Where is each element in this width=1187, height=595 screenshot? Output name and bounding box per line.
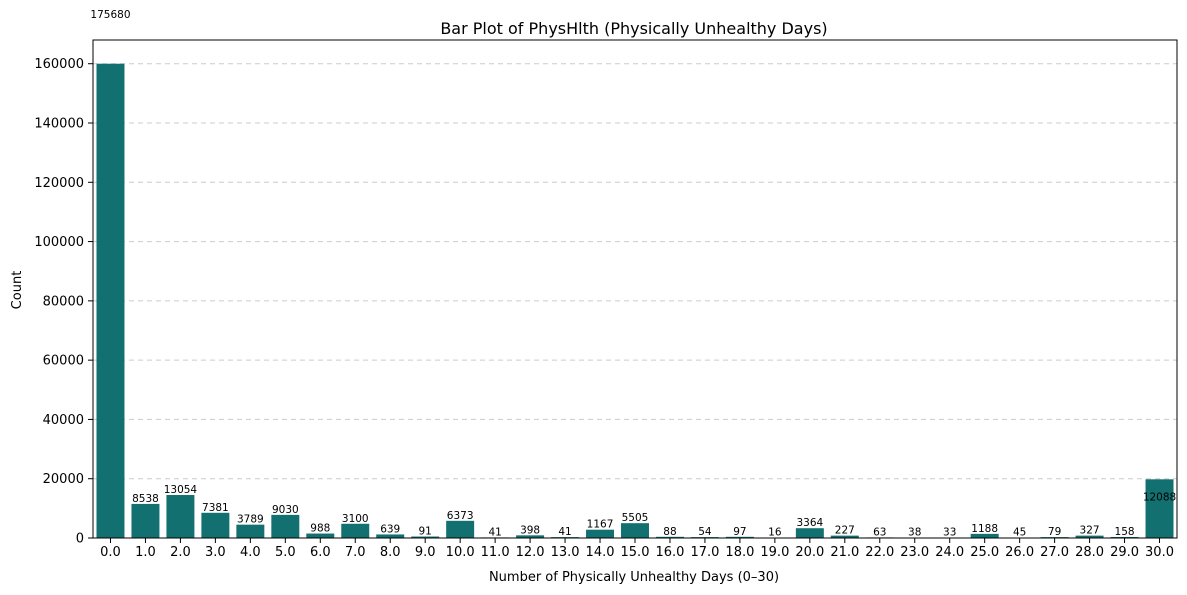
data-label: 38 — [908, 527, 921, 539]
data-label: 13054 — [164, 484, 198, 496]
y-tick-label: 80000 — [43, 294, 84, 309]
bar — [586, 530, 614, 538]
x-tick-label: 25.0 — [970, 545, 999, 560]
data-label: 3789 — [237, 514, 264, 526]
x-tick-label: 18.0 — [725, 545, 754, 560]
data-label: 988 — [310, 523, 330, 535]
x-tick-label: 8.0 — [380, 545, 401, 560]
y-tick-label: 40000 — [43, 413, 84, 428]
data-label: 639 — [380, 523, 400, 535]
bar — [446, 521, 474, 538]
x-tick-label: 23.0 — [900, 545, 929, 560]
x-tick-label: 12.0 — [516, 545, 545, 560]
bar — [96, 64, 124, 538]
bar — [201, 513, 229, 538]
data-label: 41 — [488, 526, 501, 538]
data-label: 33 — [943, 527, 956, 539]
data-label: 398 — [520, 524, 540, 536]
data-label: 3100 — [342, 513, 369, 525]
bar — [1146, 479, 1174, 538]
x-tick-label: 20.0 — [795, 545, 824, 560]
y-tick-label: 140000 — [34, 117, 84, 132]
data-label: 12088 — [1143, 491, 1176, 503]
x-tick-label: 3.0 — [205, 545, 226, 560]
x-tick-label: 6.0 — [310, 545, 331, 560]
y-tick-label: 20000 — [43, 472, 84, 487]
x-tick-label: 17.0 — [690, 545, 719, 560]
y-tick-label: 0 — [76, 532, 84, 547]
gridlines — [93, 64, 1177, 538]
x-tick-label: 10.0 — [446, 545, 475, 560]
x-tick-label: 29.0 — [1110, 545, 1139, 560]
x-tick-label: 19.0 — [760, 545, 789, 560]
data-label: 16 — [768, 527, 782, 539]
data-label: 158 — [1115, 526, 1135, 538]
data-label: 45 — [1013, 527, 1026, 539]
bar — [621, 523, 649, 538]
y-tick-label: 60000 — [43, 354, 84, 369]
data-label: 327 — [1080, 525, 1100, 537]
bar — [236, 525, 264, 538]
data-label: 1167 — [587, 519, 614, 531]
data-label: 175680 — [90, 9, 130, 21]
y-tick-label: 160000 — [34, 57, 84, 72]
data-label: 63 — [873, 526, 886, 538]
data-labels: 175680 8538 13054 7381 3789 9030 988 3100 639 91 6… — [90, 9, 1176, 539]
data-label: 9030 — [272, 504, 299, 516]
data-label: 1188 — [971, 523, 998, 535]
data-label: 88 — [663, 526, 676, 538]
y-axis-label: Count — [10, 271, 25, 310]
x-tick-label: 1.0 — [135, 545, 156, 560]
x-tick-label: 26.0 — [1005, 545, 1034, 560]
data-label: 97 — [733, 526, 746, 538]
x-tick-label: 5.0 — [275, 545, 296, 560]
data-label: 227 — [835, 525, 855, 537]
data-label: 41 — [558, 526, 571, 538]
x-tick-label: 24.0 — [935, 545, 964, 560]
x-tick-label: 16.0 — [655, 545, 684, 560]
data-label: 54 — [698, 526, 712, 538]
x-tick-label: 27.0 — [1040, 545, 1069, 560]
x-tick-label: 15.0 — [621, 545, 650, 560]
data-label: 7381 — [202, 502, 229, 514]
x-tick-label: 4.0 — [240, 545, 261, 560]
y-tick-label: 100000 — [34, 235, 84, 250]
x-tick-label: 21.0 — [830, 545, 859, 560]
x-tick-label: 30.0 — [1145, 545, 1174, 560]
x-tick-label: 11.0 — [481, 545, 510, 560]
bar — [341, 524, 369, 538]
x-tick-label: 2.0 — [170, 545, 191, 560]
y-tick-label: 120000 — [34, 176, 84, 191]
x-tick-label: 22.0 — [865, 545, 894, 560]
x-tick-label: 7.0 — [345, 545, 366, 560]
data-label: 91 — [419, 526, 432, 538]
data-label: 5505 — [622, 512, 649, 524]
x-tick-label: 13.0 — [551, 545, 580, 560]
data-label: 79 — [1048, 526, 1061, 538]
x-tick-label: 28.0 — [1075, 545, 1104, 560]
data-label: 3364 — [796, 517, 823, 529]
bar — [166, 495, 194, 538]
bar — [796, 528, 824, 538]
x-tick-label: 9.0 — [415, 545, 436, 560]
x-tick-label: 0.0 — [100, 545, 121, 560]
data-label: 6373 — [447, 510, 474, 522]
data-label: 8538 — [132, 493, 159, 505]
plot-frame — [93, 40, 1177, 538]
axes: 0 20000 40000 60000 80000 100000 120000 140000 1… — [34, 40, 1177, 560]
x-tick-label: 14.0 — [586, 545, 615, 560]
bar — [271, 515, 299, 538]
x-axis-label: Number of Physically Unhealthy Days (0–3… — [489, 570, 779, 585]
chart-title: Bar Plot of PhysHlth (Physically Unhealt… — [440, 19, 827, 38]
bar — [131, 504, 159, 538]
